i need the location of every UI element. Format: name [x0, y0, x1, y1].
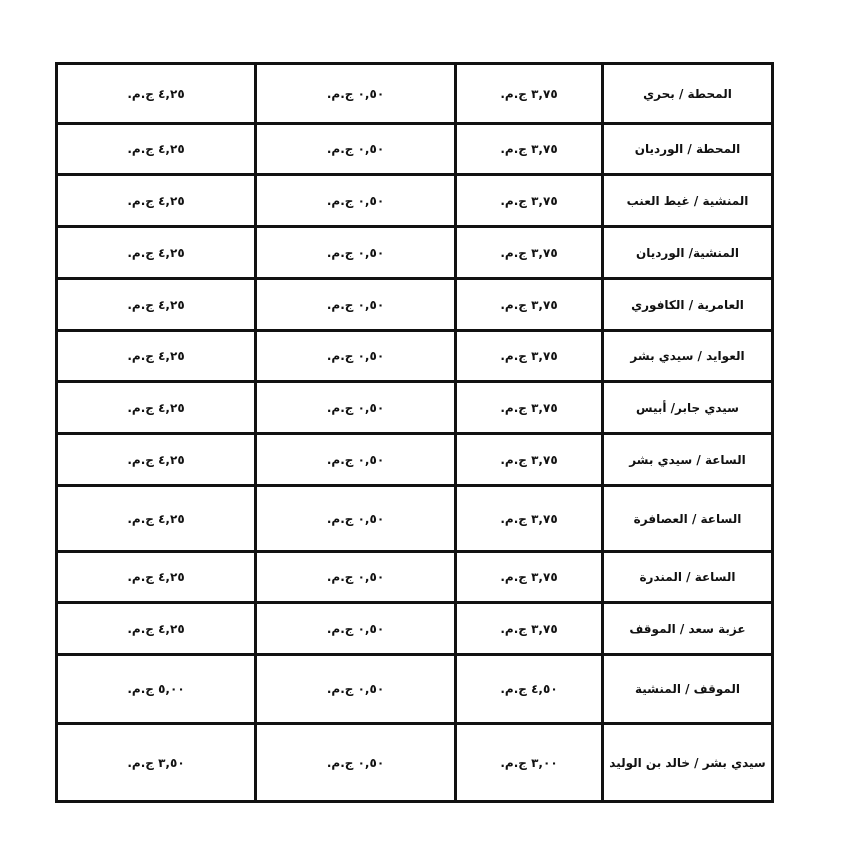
- extra-fee-cell: ٠,٥٠ ج.م.: [254, 484, 457, 553]
- total-cell: ٣,٥٠ ج.م.: [55, 722, 257, 803]
- route-cell: الساعة / المندرة: [601, 550, 774, 604]
- extra-fee-cell: ٠,٥٠ ج.م.: [254, 432, 457, 487]
- total-cell: ٤,٢٥ ج.م.: [55, 329, 257, 383]
- table-row: سيدي بشر / خالد بن الوليد ٣,٠٠ ج.م. ٠,٥٠ ج…: [55, 722, 774, 803]
- extra-fee-cell: ٠,٥٠ ج.م.: [254, 277, 457, 332]
- total-cell: ٤,٢٥ ج.م.: [55, 225, 257, 280]
- fare-cell: ٣,٧٥ ج.م.: [454, 225, 604, 280]
- fare-cell: ٣,٧٥ ج.م.: [454, 380, 604, 435]
- route-cell: سيدي جابر/ أبيس: [601, 380, 774, 435]
- fare-cell: ٣,٧٥ ج.م.: [454, 173, 604, 228]
- route-cell: سيدي بشر / خالد بن الوليد: [601, 722, 774, 803]
- table-row: سيدي جابر/ أبيس ٣,٧٥ ج.م. ٠,٥٠ ج.م. ٤,٢٥ ج.…: [55, 380, 774, 435]
- fare-table-body: المحطة / بحري ٣,٧٥ ج.م. ٠,٥٠ ج.م. ٤,٢٥ ج.م.…: [55, 62, 774, 803]
- table-row: العامرية / الكافوري ٣,٧٥ ج.م. ٠,٥٠ ج.م. ٤,٢…: [55, 277, 774, 332]
- extra-fee-cell: ٠,٥٠ ج.م.: [254, 722, 457, 803]
- extra-fee-cell: ٠,٥٠ ج.م.: [254, 329, 457, 383]
- route-cell: الموقف / المنشية: [601, 653, 774, 725]
- table-row: العوايد / سيدي بشر ٣,٧٥ ج.م. ٠,٥٠ ج.م. ٤,٢٥…: [55, 329, 774, 383]
- extra-fee-cell: ٠,٥٠ ج.م.: [254, 173, 457, 228]
- table-row: الساعة / المندرة ٣,٧٥ ج.م. ٠,٥٠ ج.م. ٤,٢٥ ج…: [55, 550, 774, 604]
- total-cell: ٤,٢٥ ج.م.: [55, 550, 257, 604]
- table-row: المنشية/ الورديان ٣,٧٥ ج.م. ٠,٥٠ ج.م. ٤,٢٥ …: [55, 225, 774, 280]
- route-cell: المنشية / غيط العنب: [601, 173, 774, 228]
- table-row: المحطة / الورديان ٣,٧٥ ج.م. ٠,٥٠ ج.م. ٤,٢٥ …: [55, 122, 774, 176]
- extra-fee-cell: ٠,٥٠ ج.م.: [254, 225, 457, 280]
- route-cell: المحطة / الورديان: [601, 122, 774, 176]
- route-cell: الساعة / العصافرة: [601, 484, 774, 553]
- route-cell: عزبة سعد / الموقف: [601, 601, 774, 656]
- extra-fee-cell: ٠,٥٠ ج.م.: [254, 122, 457, 176]
- route-cell: العامرية / الكافوري: [601, 277, 774, 332]
- table-row: الموقف / المنشية ٤,٥٠ ج.م. ٠,٥٠ ج.م. ٥,٠٠ ج…: [55, 653, 774, 725]
- total-cell: ٤,٢٥ ج.م.: [55, 432, 257, 487]
- extra-fee-cell: ٠,٥٠ ج.م.: [254, 62, 457, 125]
- table-row: المحطة / بحري ٣,٧٥ ج.م. ٠,٥٠ ج.م. ٤,٢٥ ج.م.: [55, 62, 774, 125]
- total-cell: ٤,٢٥ ج.م.: [55, 62, 257, 125]
- table-row: الساعة / العصافرة ٣,٧٥ ج.م. ٠,٥٠ ج.م. ٤,٢٥ …: [55, 484, 774, 553]
- fare-cell: ٣,٧٥ ج.م.: [454, 329, 604, 383]
- fare-cell: ٤,٥٠ ج.م.: [454, 653, 604, 725]
- fare-cell: ٣,٧٥ ج.م.: [454, 277, 604, 332]
- table-row: الساعة / سيدي بشر ٣,٧٥ ج.م. ٠,٥٠ ج.م. ٤,٢٥ …: [55, 432, 774, 487]
- extra-fee-cell: ٠,٥٠ ج.م.: [254, 550, 457, 604]
- route-cell: المنشية/ الورديان: [601, 225, 774, 280]
- fare-cell: ٣,٧٥ ج.م.: [454, 432, 604, 487]
- total-cell: ٤,٢٥ ج.م.: [55, 122, 257, 176]
- extra-fee-cell: ٠,٥٠ ج.م.: [254, 380, 457, 435]
- fare-cell: ٣,٧٥ ج.م.: [454, 122, 604, 176]
- total-cell: ٤,٢٥ ج.م.: [55, 173, 257, 228]
- total-cell: ٤,٢٥ ج.م.: [55, 380, 257, 435]
- total-cell: ٤,٢٥ ج.م.: [55, 277, 257, 332]
- route-cell: المحطة / بحري: [601, 62, 774, 125]
- fare-cell: ٣,٧٥ ج.م.: [454, 550, 604, 604]
- fare-cell: ٣,٧٥ ج.م.: [454, 484, 604, 553]
- fare-table: المحطة / بحري ٣,٧٥ ج.م. ٠,٥٠ ج.م. ٤,٢٥ ج.م.…: [55, 62, 774, 803]
- total-cell: ٥,٠٠ ج.م.: [55, 653, 257, 725]
- fare-cell: ٣,٠٠ ج.م.: [454, 722, 604, 803]
- fare-cell: ٣,٧٥ ج.م.: [454, 601, 604, 656]
- extra-fee-cell: ٠,٥٠ ج.م.: [254, 601, 457, 656]
- total-cell: ٤,٢٥ ج.م.: [55, 484, 257, 553]
- fare-cell: ٣,٧٥ ج.م.: [454, 62, 604, 125]
- route-cell: العوايد / سيدي بشر: [601, 329, 774, 383]
- table-row: المنشية / غيط العنب ٣,٧٥ ج.م. ٠,٥٠ ج.م. ٤,٢…: [55, 173, 774, 228]
- table-row: عزبة سعد / الموقف ٣,٧٥ ج.م. ٠,٥٠ ج.م. ٤,٢٥ …: [55, 601, 774, 656]
- route-cell: الساعة / سيدي بشر: [601, 432, 774, 487]
- total-cell: ٤,٢٥ ج.م.: [55, 601, 257, 656]
- extra-fee-cell: ٠,٥٠ ج.م.: [254, 653, 457, 725]
